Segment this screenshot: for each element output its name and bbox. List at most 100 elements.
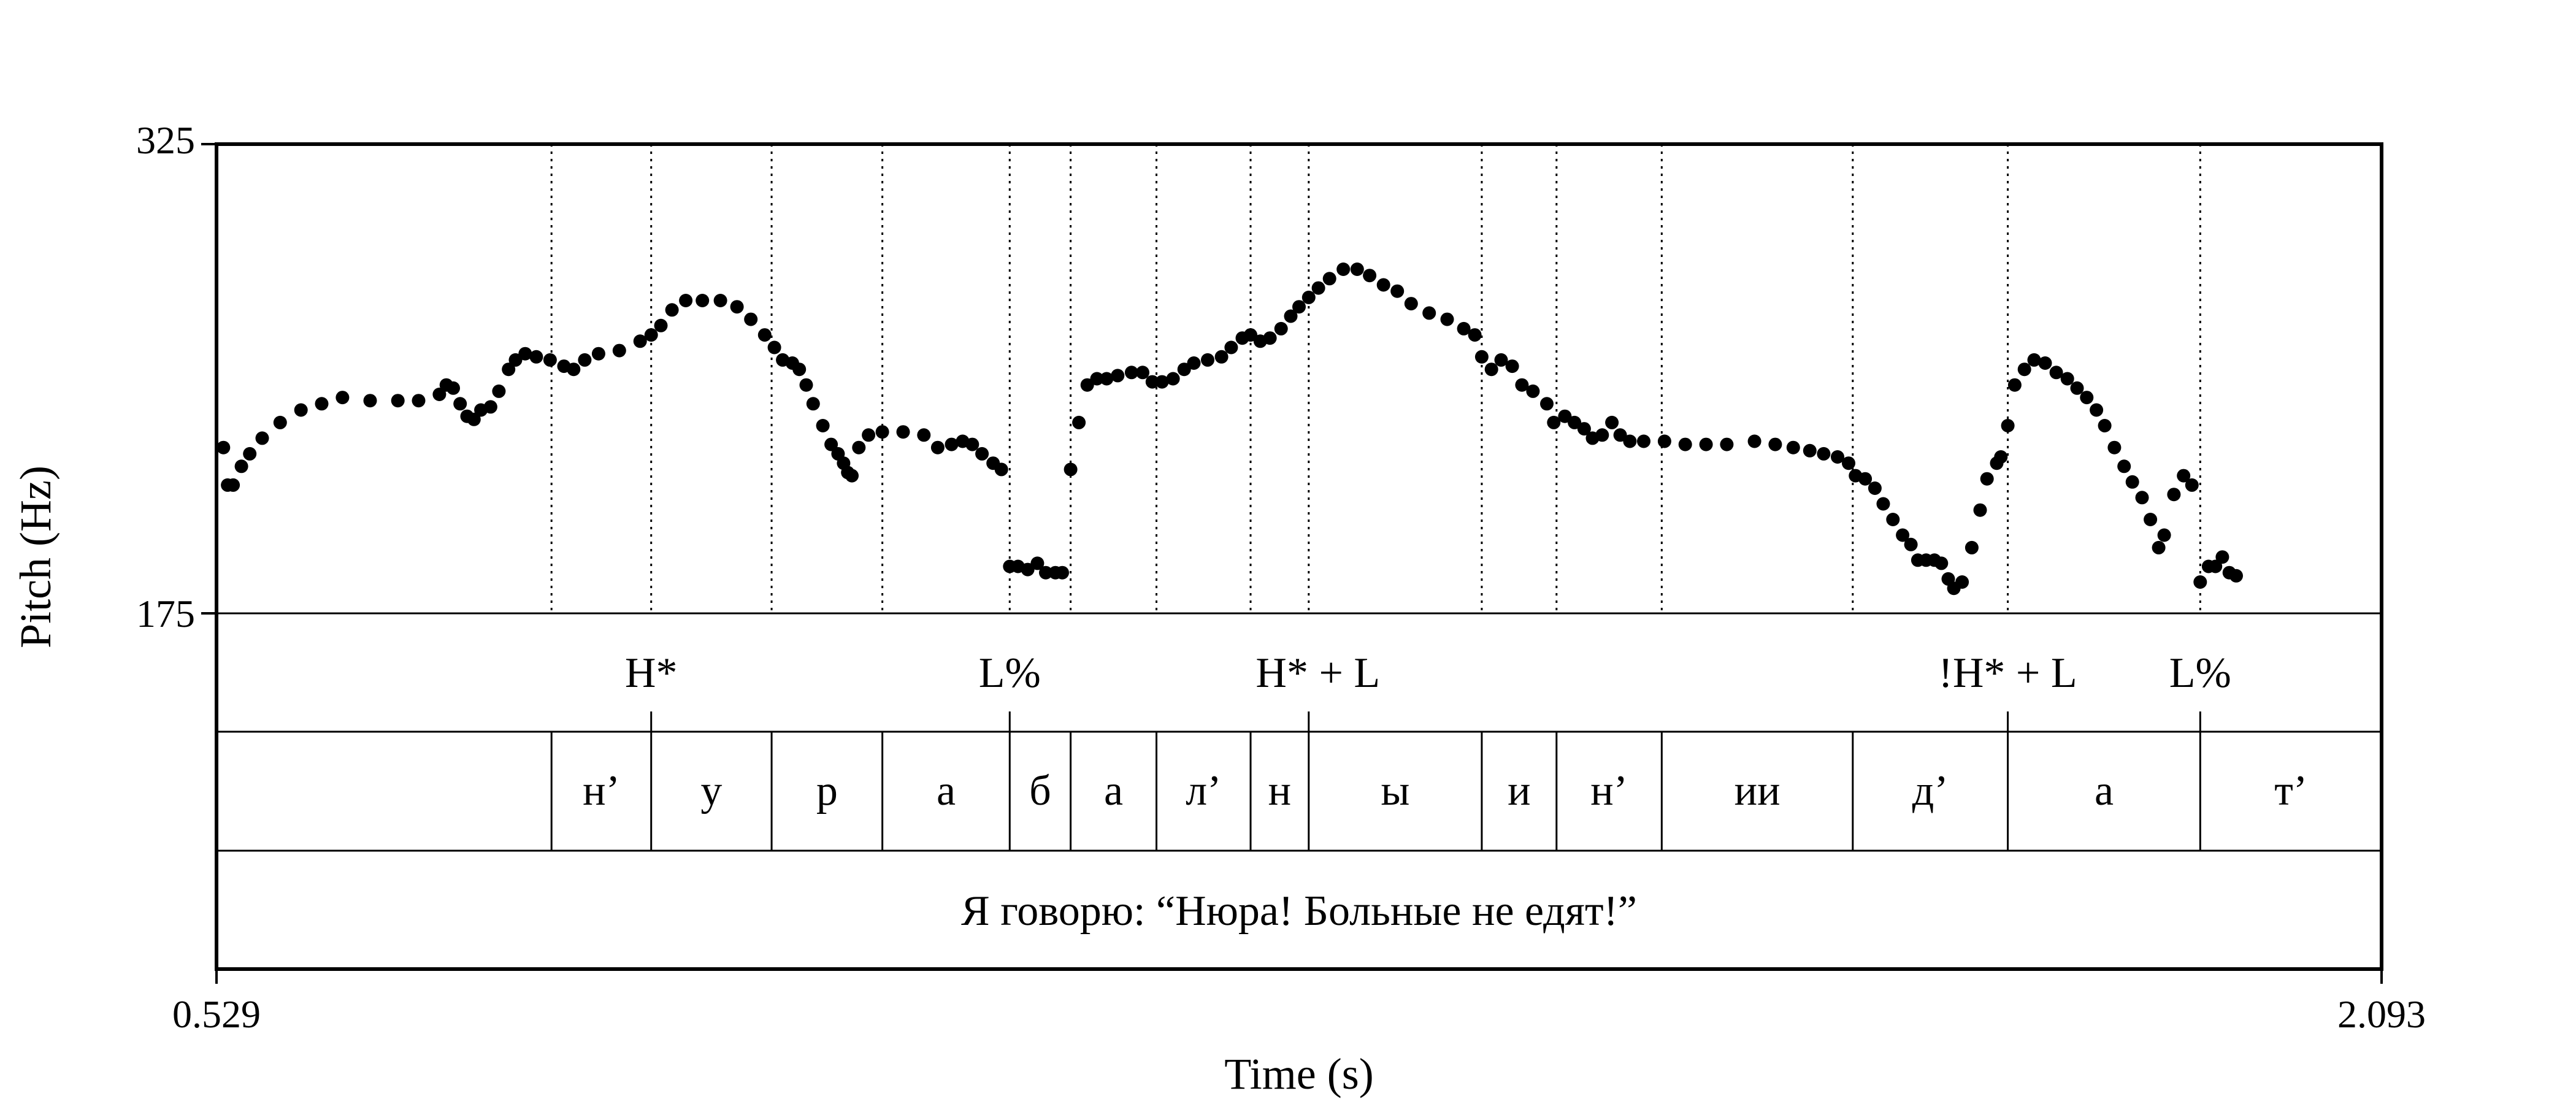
tier-boundary-lines xyxy=(550,711,2201,851)
pitch-point xyxy=(2117,459,2131,473)
pitch-point xyxy=(1021,562,1035,577)
pitch-point xyxy=(1657,434,1671,448)
segment-label: н xyxy=(1268,767,1291,815)
pitch-boundary-lines xyxy=(550,144,2201,613)
pitch-point xyxy=(816,419,830,432)
pitch-point xyxy=(1568,415,1582,429)
pitch-point xyxy=(226,478,240,492)
pitch-point xyxy=(799,378,813,392)
pitch-point xyxy=(862,428,876,442)
pitch-point xyxy=(1547,415,1561,429)
pitch-point xyxy=(679,294,693,307)
plot-frame xyxy=(215,142,2383,971)
pitch-point xyxy=(1474,350,1489,364)
pitch-point xyxy=(2027,353,2041,367)
pitch-point xyxy=(945,437,959,451)
pitch-point xyxy=(1064,462,1078,477)
pitch-point xyxy=(1623,434,1637,448)
pitch-point xyxy=(713,294,727,307)
pitch-point xyxy=(2070,381,2084,395)
pitch-point xyxy=(1214,350,1229,364)
segment-label: у xyxy=(700,767,722,815)
pitch-point xyxy=(1322,272,1336,286)
segment-label: л’ xyxy=(1186,767,1221,815)
pitch-point xyxy=(1404,297,1418,311)
pitch-point xyxy=(1090,372,1104,386)
pitch-point xyxy=(412,394,426,408)
pitch-point xyxy=(930,440,945,454)
pitch-point xyxy=(1595,428,1609,442)
pitch-point xyxy=(1858,472,1873,486)
x-axis-label: Time (s) xyxy=(1224,1049,1373,1098)
pitch-point xyxy=(2185,478,2199,492)
segment-label: д’ xyxy=(1912,767,1949,815)
pitch-point xyxy=(875,425,889,439)
pitch-point xyxy=(2167,488,2181,502)
pitch-point xyxy=(243,447,257,461)
pitch-point xyxy=(1803,443,1817,458)
x-tick-label-left: 0.529 xyxy=(172,992,261,1036)
pitch-point xyxy=(1605,415,1619,429)
sentence-label: Я говорю: “Нюра! Больные не едят!” xyxy=(961,887,1637,935)
pitch-point xyxy=(467,412,481,426)
pitch-point xyxy=(1934,556,1949,570)
pitch-point xyxy=(1136,366,1149,380)
pitch-point xyxy=(1244,328,1257,342)
pitch-point xyxy=(1111,369,1125,383)
pitch-point xyxy=(1540,397,1554,411)
pitch-point xyxy=(852,440,866,454)
pitch-point xyxy=(1868,481,1882,495)
pitch-point xyxy=(1292,300,1306,314)
y-axis-label: Pitch (Hz) xyxy=(11,466,60,648)
pitch-point xyxy=(1842,456,1855,470)
pitch-point xyxy=(2229,569,2243,583)
pitch-point xyxy=(1080,378,1094,392)
pitch-point xyxy=(1457,321,1471,335)
pitch-point xyxy=(2209,559,2223,573)
pitch-point xyxy=(502,362,516,377)
pitch-point xyxy=(1965,540,1979,554)
pitch-point xyxy=(273,415,287,429)
segment-label: н’ xyxy=(1590,767,1628,815)
pitch-point xyxy=(2144,513,2158,526)
pitch-point xyxy=(644,328,658,342)
pitch-point xyxy=(665,303,679,317)
pitch-point xyxy=(1484,362,1498,377)
pitch-point xyxy=(2193,575,2207,589)
tone-label: !H* + L xyxy=(1939,650,2077,697)
pitch-point xyxy=(1440,312,1454,326)
pitch-point xyxy=(806,397,820,411)
y-tick-label-top: 325 xyxy=(136,118,195,162)
tone-label: H* + L xyxy=(1255,650,1380,697)
pitch-point xyxy=(1422,306,1436,320)
pitch-points xyxy=(217,263,2243,596)
segment-tier-labels: н’ у р а б а л’ н ы и н’ ии д’ а т’ xyxy=(583,767,2307,815)
pitch-point xyxy=(654,318,668,332)
pitch-point xyxy=(1030,556,1045,570)
y-tick-label-bottom: 175 xyxy=(136,592,195,635)
pitch-point xyxy=(492,384,506,398)
pitch-point xyxy=(696,294,710,307)
pitch-point xyxy=(2007,378,2022,392)
pitch-point xyxy=(2001,419,2015,432)
pitch-point xyxy=(1166,372,1180,386)
pitch-point xyxy=(335,391,350,405)
pitch-point xyxy=(2049,366,2063,380)
pitch-point xyxy=(1637,434,1650,448)
pitch-point xyxy=(1039,565,1052,580)
pitch-point xyxy=(2038,356,2052,370)
pitch-point xyxy=(1678,437,1692,451)
pitch-point xyxy=(1056,565,1069,580)
pitch-point xyxy=(2080,391,2094,405)
pitch-point xyxy=(529,350,543,364)
pitch-point xyxy=(1896,528,1910,542)
pitch-point xyxy=(1786,440,1800,454)
pitch-point xyxy=(965,437,979,451)
pitch-point xyxy=(896,425,910,439)
segment-label: н’ xyxy=(583,767,620,815)
pitch-point xyxy=(508,353,523,367)
pitch-point xyxy=(1350,263,1364,276)
pitch-point xyxy=(2107,440,2122,454)
pitch-point xyxy=(1886,513,1900,526)
pitch-point xyxy=(1187,356,1201,370)
